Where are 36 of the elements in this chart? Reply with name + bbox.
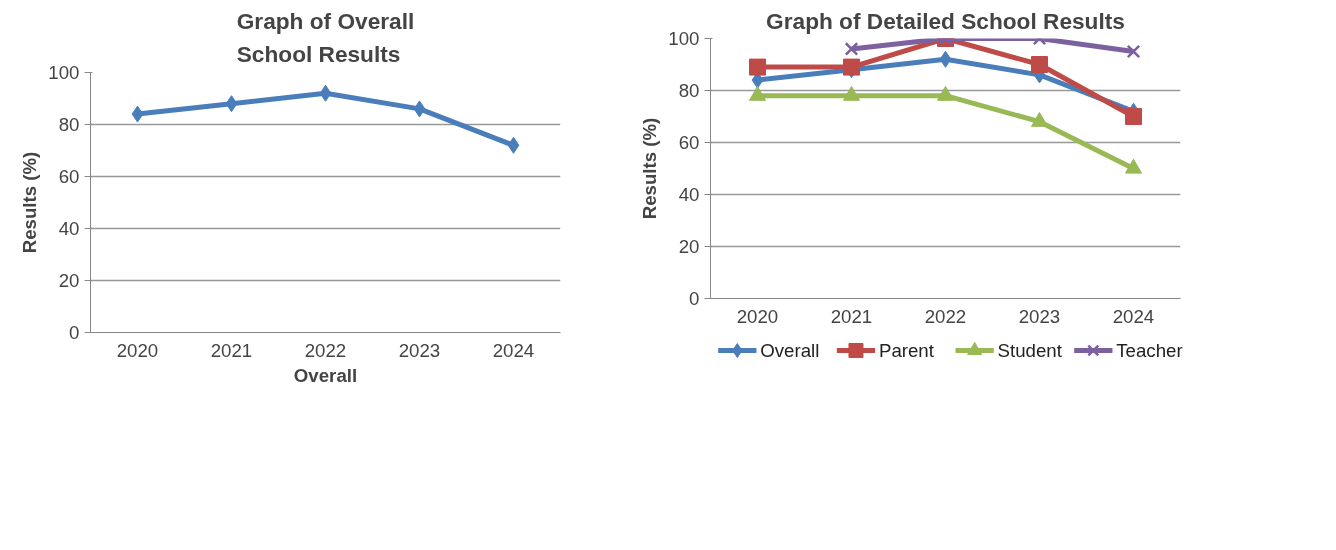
chart-title: Graph of Overall School Results (236, 7, 415, 68)
legend-label: Student (997, 340, 1063, 361)
x-tick-label: 2024 (492, 339, 535, 361)
x-tick-label: 2021 (210, 339, 253, 361)
y-tick-label: 60 (678, 132, 700, 153)
x-tick-label: 2022 (924, 305, 967, 327)
x-tick-label: 2023 (398, 339, 441, 361)
y-tick-label: 40 (678, 184, 700, 205)
chart-title: Graph of Detailed School Results (766, 7, 1125, 34)
point (131, 105, 144, 123)
y-tick-label: 80 (678, 80, 700, 101)
x-tick-label: 2020 (116, 339, 159, 361)
y-tick-label: 20 (678, 236, 700, 257)
x-axis-title: Overall (293, 364, 358, 386)
y-tick-label: 100 (48, 62, 80, 83)
y-axis-title: Results (%) (19, 151, 41, 254)
y-tick-label: 0 (69, 322, 80, 343)
y-tick-label: 80 (58, 114, 80, 135)
y-axis-title: Results (%) (639, 117, 661, 220)
legend-label: Parent (878, 340, 935, 361)
legend-label: Teacher (1116, 340, 1183, 361)
point (507, 136, 520, 154)
y-tick-label: 100 (668, 28, 700, 49)
y-tick-label: 20 (58, 270, 80, 291)
y-tick-label: 40 (58, 218, 80, 239)
x-tick-label: 2024 (1112, 305, 1155, 327)
x-tick-label: 2022 (304, 339, 347, 361)
x-tick-label: 2021 (830, 305, 873, 327)
x-tick-label: 2023 (1018, 305, 1061, 327)
legend-label: Overall (760, 340, 820, 361)
y-tick-label: 60 (58, 166, 80, 187)
x-tick-label: 2020 (736, 305, 779, 327)
y-tick-label: 0 (689, 288, 700, 309)
point (319, 84, 332, 102)
point (413, 100, 426, 118)
point (225, 95, 238, 113)
